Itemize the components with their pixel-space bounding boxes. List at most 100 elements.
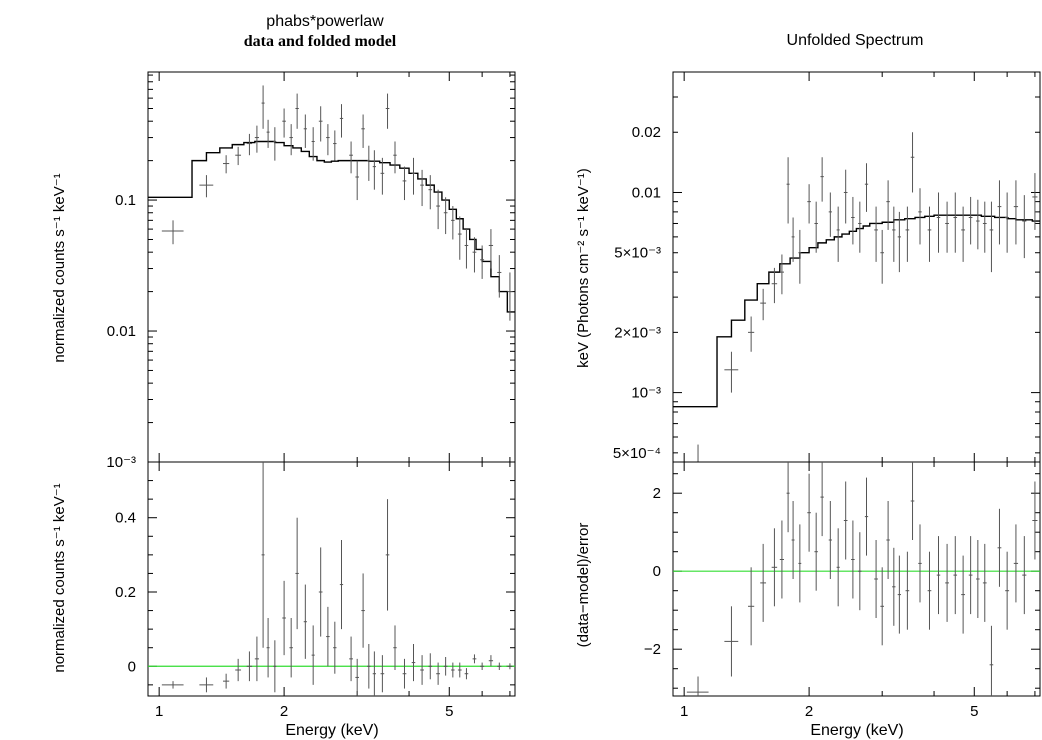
data-point — [918, 188, 922, 245]
y-tick-label: 5×10⁻³ — [614, 245, 661, 262]
left-subtitle: data and folded model — [244, 33, 397, 50]
data-point — [318, 547, 323, 637]
data-point — [843, 481, 848, 560]
data-point — [339, 540, 344, 630]
data-point — [927, 551, 932, 630]
y-tick-label: 2×10⁻³ — [614, 324, 661, 341]
data-point — [457, 216, 462, 260]
data-point — [488, 655, 494, 667]
data-point — [858, 532, 862, 611]
data-point — [724, 606, 739, 677]
data-point — [910, 462, 915, 540]
data-point — [355, 160, 359, 201]
data-point — [886, 180, 890, 230]
data-point — [199, 175, 214, 198]
data-point — [199, 677, 214, 693]
panel-frame — [672, 71, 1041, 463]
x-tick-label: 5 — [445, 703, 453, 720]
data-point — [451, 662, 455, 678]
data-point — [367, 145, 371, 181]
x-tick-label: 2 — [805, 703, 813, 720]
data-point — [918, 524, 922, 603]
data-point — [436, 662, 441, 685]
right-bottom-ylabel: (data−model)/error — [575, 523, 592, 648]
y-tick-label: −2 — [644, 641, 661, 658]
data-point — [507, 272, 513, 321]
data-point — [864, 163, 869, 212]
data-point — [333, 621, 337, 674]
plot-area — [148, 85, 515, 321]
data-point — [318, 106, 323, 142]
data-point — [843, 169, 848, 224]
data-point — [333, 130, 337, 161]
y-tick-label: 5×10⁻⁴ — [613, 445, 661, 462]
data-point — [1032, 481, 1038, 560]
data-point — [254, 125, 259, 153]
data-point — [897, 555, 902, 634]
y-tick-label: 10⁻³ — [631, 385, 661, 402]
data-point — [273, 127, 277, 161]
panel-unfolded: 0.02 0.01 5×10⁻³ 2×10⁻³ 10⁻³ 5×10⁻⁴ — [613, 71, 1041, 463]
data-point — [497, 662, 502, 670]
data-point — [289, 124, 293, 156]
data-point — [814, 201, 818, 253]
data-point — [747, 567, 755, 646]
right-top-ylabel: keV (Photons cm⁻² s⁻¹ keV⁻¹) — [575, 168, 592, 368]
panel-frame — [147, 71, 516, 463]
data-point — [905, 551, 910, 630]
data-point — [289, 618, 293, 678]
data-point — [836, 206, 840, 262]
plot-area — [148, 462, 515, 696]
y-tick-label: 0.1 — [115, 192, 136, 209]
data-point — [945, 543, 949, 622]
data-point — [989, 625, 994, 696]
data-point — [420, 169, 424, 207]
data-point — [367, 644, 371, 689]
data-point — [472, 237, 477, 273]
panel-folded: 0.1 0.01 10⁻³ — [106, 71, 516, 471]
data-point — [1005, 551, 1010, 630]
data-point — [880, 229, 884, 284]
data-point — [295, 93, 299, 129]
plot-panels: 0.1 0.01 10⁻³ 0 0.2 0.4 1 2 5 0.02 0.01 5×10⁻³ 2×10⁻… — [106, 71, 1041, 720]
data-point — [436, 189, 441, 230]
data-point — [451, 206, 455, 240]
data-point — [349, 636, 353, 682]
data-point — [161, 681, 184, 689]
data-point — [953, 192, 958, 253]
data-point — [1013, 180, 1019, 245]
data-point — [779, 254, 784, 295]
data-point — [497, 255, 502, 298]
data-point — [828, 192, 832, 237]
data-point — [724, 351, 739, 393]
data-point — [1032, 173, 1038, 230]
y-tick-label: 0 — [128, 658, 136, 675]
data-point — [961, 555, 966, 634]
left-bottom-ylabel: normalized counts s⁻¹ keV⁻¹ — [51, 483, 68, 672]
data-point — [886, 501, 890, 579]
data-point — [235, 658, 242, 682]
y-tick-label: 2 — [653, 485, 661, 502]
data-point — [798, 229, 802, 284]
x-tick-label: 2 — [280, 703, 288, 720]
data-point — [820, 157, 824, 202]
right-xlabel: Energy (keV) — [810, 722, 903, 739]
data-point — [303, 584, 307, 659]
data-point — [851, 196, 855, 245]
data-point — [771, 528, 778, 607]
data-point — [222, 155, 230, 174]
data-point — [443, 657, 448, 676]
data-point — [380, 157, 385, 195]
data-point — [892, 206, 896, 262]
y-tick-label: 0.01 — [107, 323, 136, 340]
data-point — [393, 625, 397, 670]
data-point — [760, 543, 767, 622]
data-point — [836, 528, 840, 607]
data-point — [411, 157, 416, 195]
data-point — [246, 651, 253, 682]
data-point — [936, 536, 941, 615]
panel-folded-residuals: 0 0.2 0.4 1 2 5 — [115, 461, 516, 720]
panel-frame — [147, 461, 516, 697]
model-histogram-line — [673, 214, 1040, 408]
data-point — [814, 512, 818, 591]
